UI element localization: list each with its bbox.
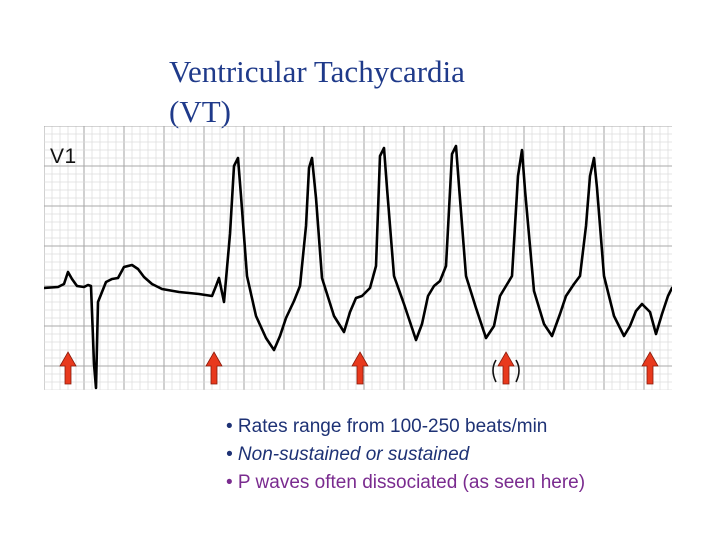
red-arrow-icon <box>205 351 223 385</box>
p-wave-arrows <box>59 351 659 385</box>
slide-title-line-2: (VT) <box>169 94 231 129</box>
lead-label: V1 <box>50 145 77 168</box>
bullet-list: • Rates range from 100-250 beats/min • N… <box>226 413 585 497</box>
right-parenthesis-mark <box>515 359 520 383</box>
red-arrow-icon <box>492 351 520 385</box>
red-arrow-icon <box>351 351 369 385</box>
bullet-p-waves: • P waves often dissociated (as seen her… <box>226 472 586 493</box>
ecg-grid <box>44 126 672 390</box>
red-arrow-icon <box>641 351 659 385</box>
left-parenthesis-mark <box>492 359 497 383</box>
bullet-rate: • Rates range from 100-250 beats/min <box>226 416 548 437</box>
bullet-sustained: • Non-sustained or sustained <box>226 444 470 465</box>
slide-title: Ventricular Tachycardia (VT) <box>169 52 589 132</box>
ecg-trace <box>44 144 672 390</box>
slide-title-line-1: Ventricular Tachycardia <box>169 54 465 89</box>
ecg-rhythm-image <box>44 126 672 390</box>
ecg-strip <box>44 126 672 390</box>
red-arrow-icon <box>59 351 77 385</box>
